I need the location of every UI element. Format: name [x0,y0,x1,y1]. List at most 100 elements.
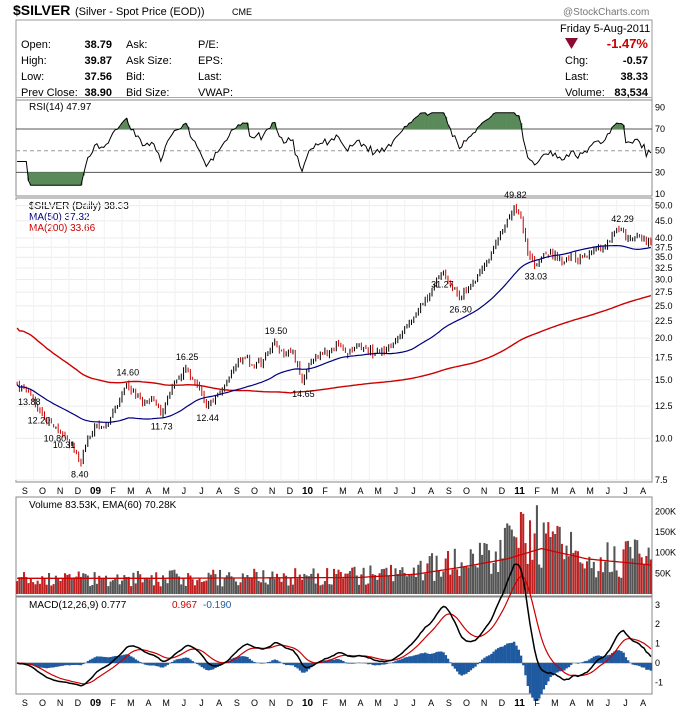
rsi-overbought-fill [243,123,247,130]
macd-hist-bar [145,662,149,666]
macd-hist-bar [528,662,532,694]
macd-hist-bar [487,655,491,663]
macd-hist-bar [79,662,83,666]
macd-hist-bar [253,662,256,663]
macd-hist-bar [139,662,142,663]
price-tick-label: 22.5 [655,316,673,326]
volume-bar [317,573,320,594]
macd-hist-bar [453,662,457,669]
legend-price: $SILVER (Daily) 38.33 [29,201,129,212]
macd-hist-bar [460,662,463,676]
macd-hist-bar [540,662,543,695]
legend-ma50: MA(50) 37.32 [29,212,90,223]
rsi-overbought-fill [234,127,238,130]
macd-hist-bar [638,662,641,667]
volume-bar [346,573,349,594]
macd-hist-bar [417,654,420,663]
macd-hist-bar [180,658,183,663]
legend-ma200: MA(200) 33.66 [29,223,96,234]
rsi-overbought-fill [180,128,183,130]
macd-hist-bar [132,657,135,663]
volume-bar [497,572,500,594]
macd-hist-bar [196,662,199,665]
rsi-overbought-fill [430,112,434,130]
macd-hist-bar [449,662,452,663]
macd-hist-bar [576,662,580,664]
volume-bar [399,570,402,594]
x-tick-label: O [251,486,258,496]
volume-bar [581,563,584,594]
volume-bar [576,551,579,594]
rsi-overbought-fill [125,118,128,130]
x-tick-label: M [374,698,382,708]
rsi-overbought-fill [517,115,521,130]
volume-bar [203,581,206,594]
rsi-overbought-fill [487,118,491,130]
x-tick-label: J [199,698,204,708]
volume-bar [98,575,101,594]
volume-bar [415,576,418,594]
volume-bar [649,559,652,594]
macd-hist-bar [522,662,525,666]
volume-bar [143,577,146,594]
vwap-label: VWAP: [198,87,233,99]
x-tick-label: M [162,698,170,708]
macd-tick-label: 3 [655,600,660,610]
volume-bar [355,575,358,594]
volume-bar [168,570,171,594]
x-tick-label: O [463,698,470,708]
price-tick-label: 45.0 [655,216,673,226]
volume-bar [449,574,452,594]
volume-bar [198,578,201,594]
volume-bar [225,575,228,594]
volume-bar [554,534,557,594]
volume-bar [417,564,420,594]
macd-hist-bar [617,650,621,663]
volume-bar [79,576,82,594]
x-tick-label: A [640,698,646,708]
macd-hist-bar [478,661,482,663]
volume-bar [567,556,570,594]
macd-hist-bar [57,662,60,667]
macd-hist-bar [476,662,479,665]
macd-hist-bar [77,662,80,666]
macd-hist-bar [369,662,372,665]
volume-bar [597,571,600,594]
macd-hist-bar [519,655,523,663]
rsi-overbought-fill [273,122,277,130]
macd-hist-bar [70,662,74,665]
x-tick-label: A [569,486,575,496]
volume-bar [572,552,575,594]
macd-hist-bar [611,652,614,663]
x-tick-label: N [57,698,64,708]
x-tick-label: A [145,486,151,496]
macd-hist-bar [456,662,459,672]
macd-hist-bar [175,659,179,663]
field-label: Prev Close: [21,87,78,99]
volume-bar [556,525,559,594]
volume-bar [289,578,292,594]
macd-tick-label: 0 [655,658,660,668]
macd-hist-bar [152,662,156,666]
rsi-panel [15,99,653,197]
rsi-oversold-fill [77,172,81,186]
macd-hist-bar [626,660,630,663]
volume-bar [89,586,92,594]
macd-hist-bar [558,662,561,672]
volume-bar [510,529,513,594]
macd-panel [15,596,653,695]
volume-bar [549,537,552,594]
volume-bar [310,573,313,594]
rsi-overbought-fill [440,112,443,130]
x-tick-label: O [39,698,46,708]
price-tick-label: 10.0 [655,433,673,443]
rsi-overbought-fill [512,112,516,130]
macd-hist-bar [351,662,354,664]
volume-bar [560,543,563,594]
x-tick-label: S [22,486,28,496]
macd-hist-bar [533,662,536,701]
volume-panel [15,496,653,597]
watermark: @StockCharts.com [563,7,649,18]
rsi-overbought-fill [617,123,621,130]
change-pct: -1.47% [607,36,649,51]
